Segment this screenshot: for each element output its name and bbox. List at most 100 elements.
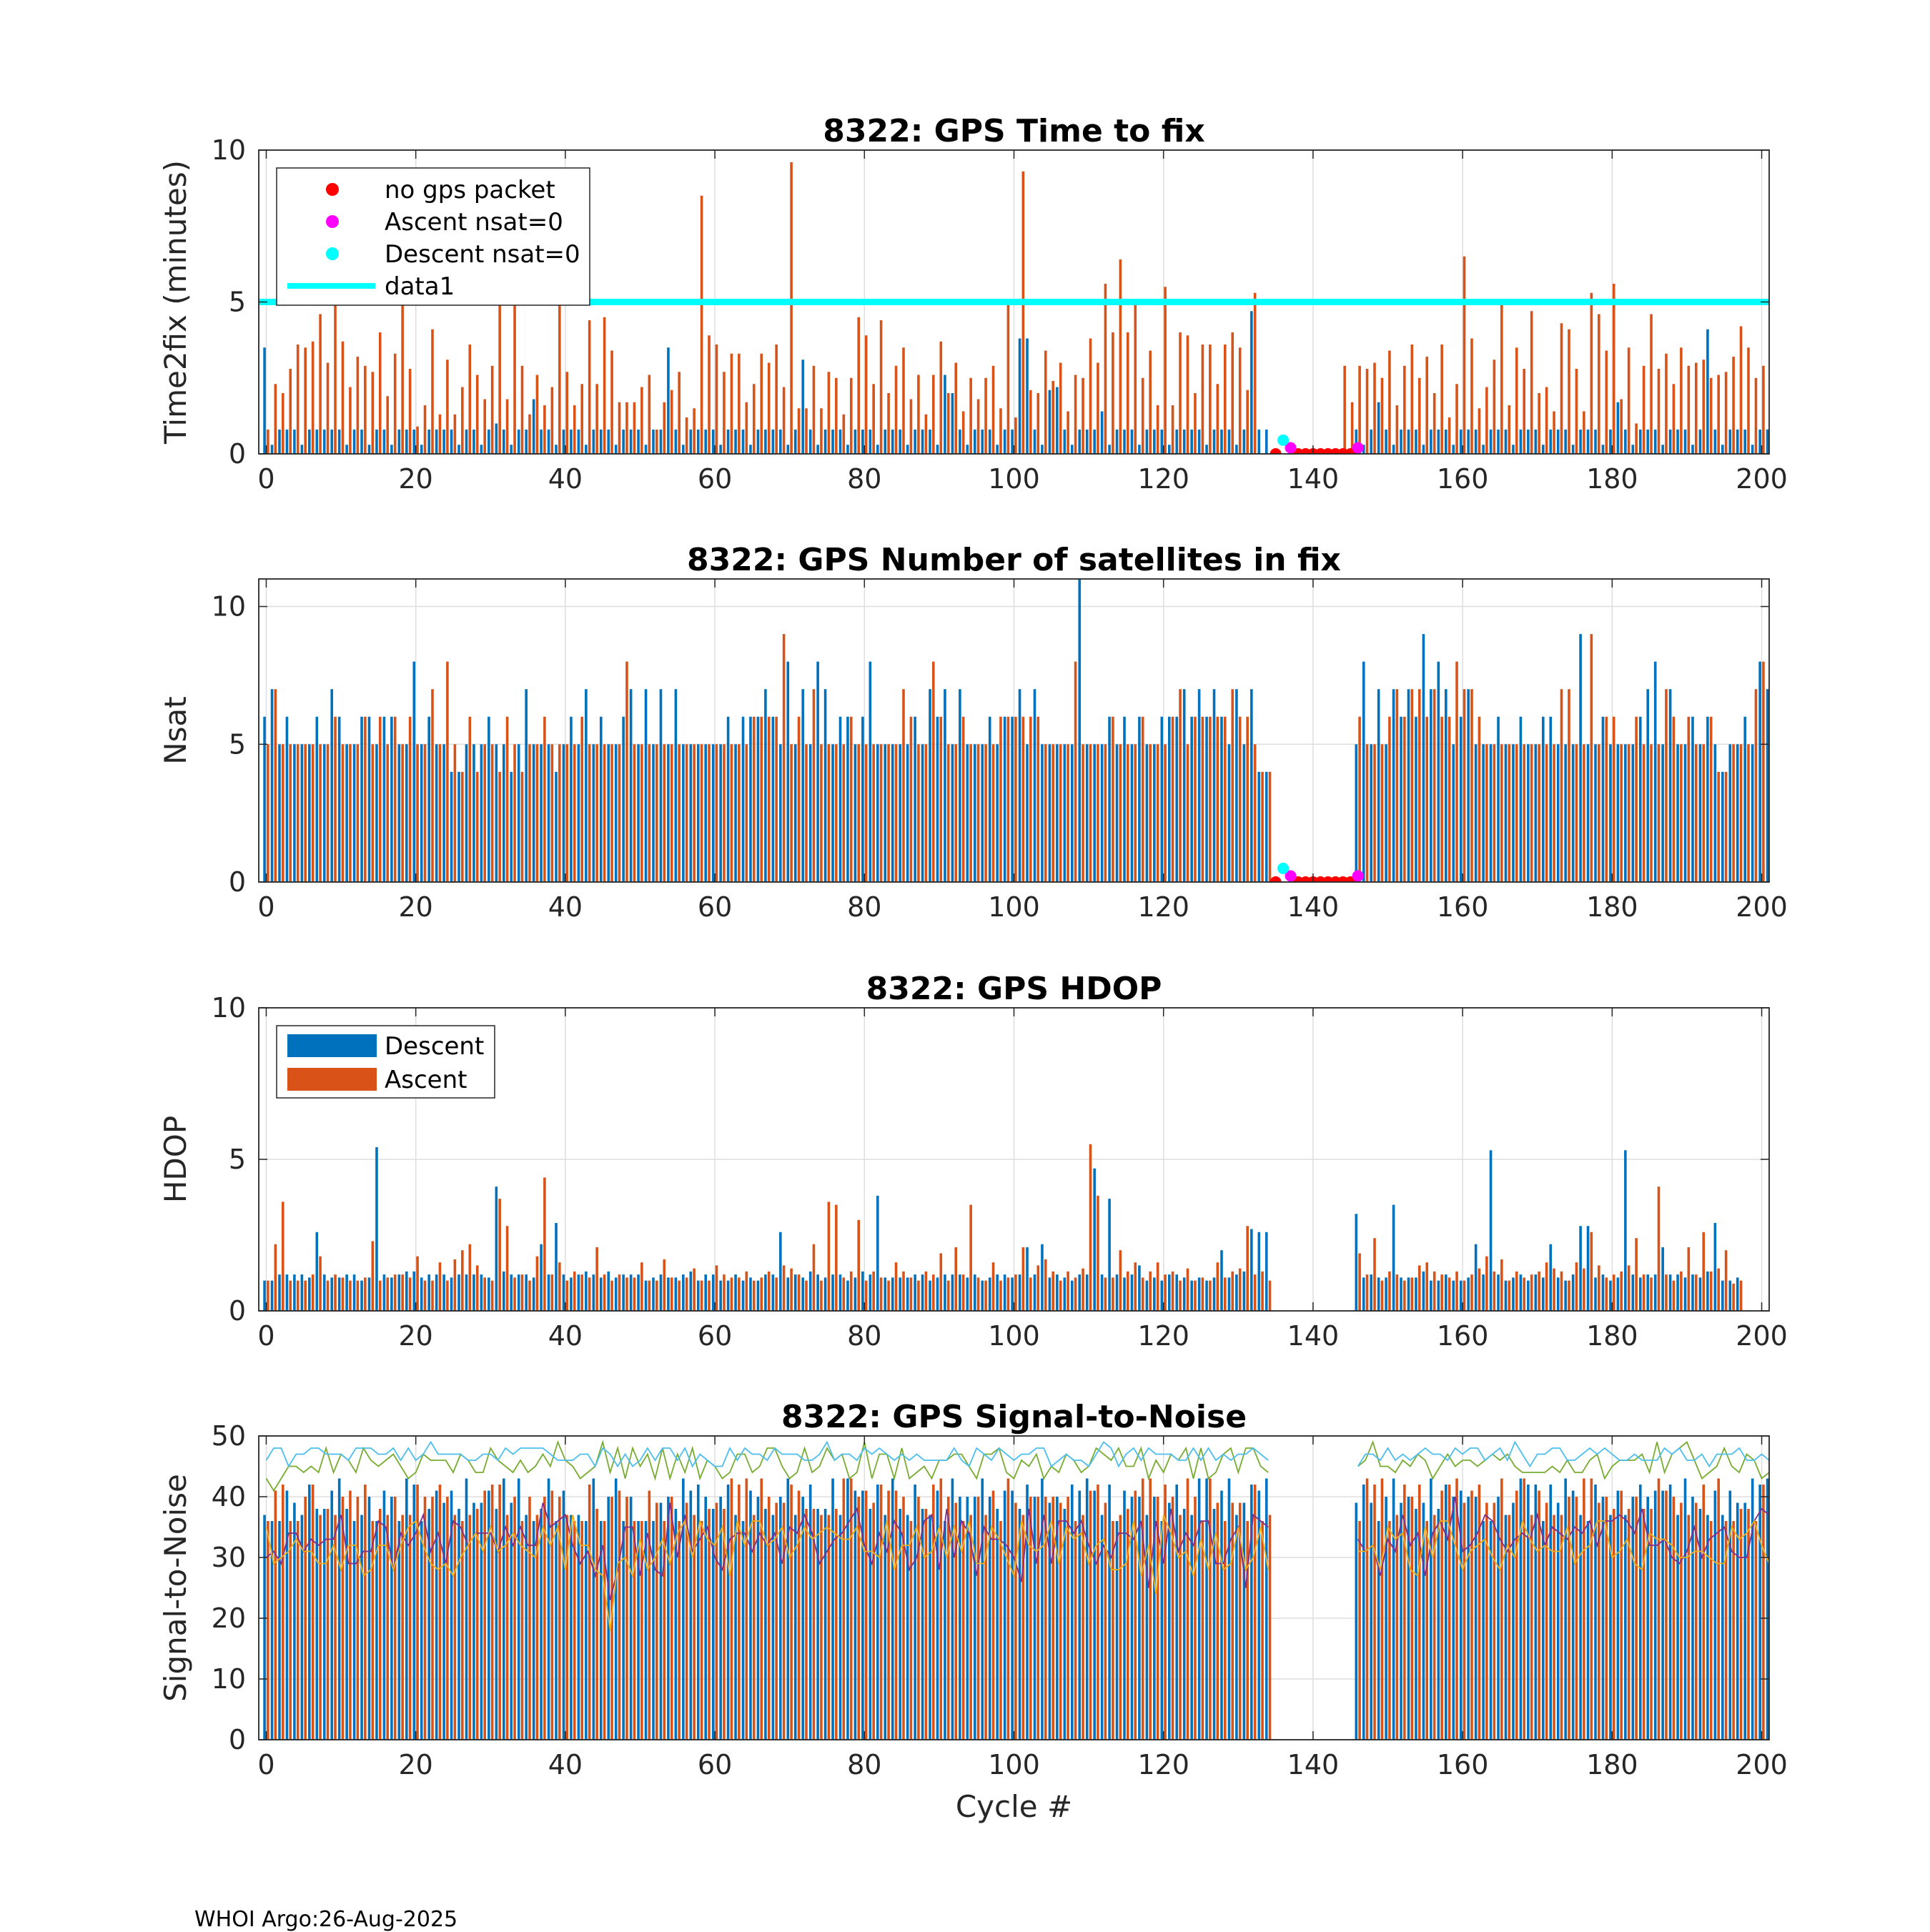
descent-bar — [382, 716, 386, 882]
descent-bar — [1003, 716, 1006, 882]
ascent-bar — [1605, 350, 1608, 454]
ascent-bar — [1403, 1485, 1406, 1740]
descent-bar — [420, 744, 423, 882]
descent-bar — [397, 744, 401, 882]
ascent-bar — [1568, 329, 1570, 454]
ascent-bar — [760, 1478, 763, 1740]
descent-bar — [607, 744, 610, 882]
descent-bar — [427, 716, 430, 882]
ascent-bar — [1156, 744, 1159, 882]
descent-bar — [1609, 1280, 1612, 1311]
descent-bar — [741, 716, 745, 882]
ascent-bar — [1268, 1515, 1272, 1740]
descent-bar — [278, 1274, 281, 1311]
y-tick-label: 50 — [212, 1420, 246, 1452]
ascent-bar — [976, 744, 980, 882]
descent-bar — [1422, 445, 1425, 454]
ascent-bar — [708, 744, 711, 882]
descent-bar — [1459, 430, 1463, 454]
ascent-bar — [1762, 1485, 1765, 1740]
descent-bar — [1041, 445, 1044, 454]
x-tick-label: 80 — [847, 463, 881, 495]
descent-bar — [689, 744, 693, 882]
descent-bar — [1668, 1485, 1672, 1740]
ascent-bar — [1164, 1485, 1167, 1740]
ascent-bar — [281, 1485, 284, 1740]
descent-bar — [1242, 744, 1246, 882]
descent-bar — [1691, 1274, 1694, 1311]
ascent-bar — [1620, 1271, 1623, 1311]
descent-bar — [405, 1271, 408, 1311]
ascent-bar — [782, 1265, 786, 1311]
descent-bar — [1220, 1490, 1223, 1740]
ascent-bar — [1074, 1521, 1077, 1740]
descent-bar — [1063, 1277, 1067, 1311]
ascent-bar — [999, 716, 1002, 882]
ascent-bar — [745, 744, 748, 882]
descent-bar — [929, 1515, 931, 1740]
descent-bar — [1205, 1280, 1208, 1311]
ascent-bar — [550, 744, 554, 882]
ascent-bar — [580, 716, 583, 882]
ascent-bar — [1538, 393, 1540, 454]
descent-bar — [1571, 1490, 1575, 1740]
ascent-bar — [490, 1280, 494, 1311]
ascent-bar — [917, 1497, 920, 1740]
descent-bar — [1085, 1478, 1089, 1740]
descent-bar — [1078, 579, 1082, 882]
descent-bar — [1527, 1280, 1530, 1311]
descent-bar — [1085, 1274, 1089, 1311]
descent-bar — [1661, 1490, 1664, 1740]
ascent-bar — [520, 1521, 524, 1740]
legend-swatch — [287, 1068, 377, 1091]
x-tick-label: 60 — [698, 891, 732, 923]
ascent-bar — [603, 317, 606, 454]
descent-bar — [397, 1274, 401, 1311]
descent-bar — [300, 1274, 304, 1311]
ascent-bar — [1598, 1265, 1600, 1311]
ascent-bar — [1508, 744, 1511, 882]
descent-bar — [1534, 1485, 1538, 1740]
ascent-bar — [917, 1280, 920, 1311]
ascent-bar — [573, 405, 576, 454]
descent-bar — [973, 744, 976, 882]
descent-bar — [1003, 1274, 1006, 1311]
ascent-bar — [1627, 744, 1630, 882]
descent-bar — [1242, 430, 1246, 454]
ascent-bar — [648, 1280, 651, 1311]
descent-bar — [1160, 716, 1164, 882]
descent-bar — [734, 1274, 737, 1311]
ascent-bar — [1014, 417, 1017, 454]
ascent-bar — [1665, 1274, 1668, 1311]
descent-bar — [322, 430, 326, 454]
ascent-bar — [446, 360, 449, 454]
descent-bar — [1624, 430, 1627, 454]
ascent-bar — [543, 1177, 546, 1311]
descent-bar — [1018, 689, 1021, 882]
descent-bar — [570, 1515, 573, 1740]
descent-bar — [1474, 1497, 1478, 1740]
ascent-bar — [1425, 357, 1429, 454]
descent-bar — [488, 716, 490, 882]
ascent-bar — [1089, 1144, 1092, 1311]
ascent-bar — [1657, 1478, 1661, 1740]
ascent-bar — [693, 1515, 696, 1740]
descent-bar — [1026, 744, 1029, 882]
descent-bar — [899, 1277, 901, 1311]
descent-bar — [1713, 744, 1717, 882]
ascent-bar — [1186, 335, 1189, 454]
descent-bar — [1661, 1247, 1664, 1311]
ascent-bar — [1164, 744, 1167, 882]
ascent-bar — [1568, 1280, 1570, 1311]
ascent-bar — [1201, 345, 1204, 454]
descent-bar — [532, 1521, 535, 1740]
descent-bar — [823, 1509, 827, 1740]
descent-bar — [1115, 1521, 1119, 1740]
descent-bar — [375, 430, 378, 454]
descent-bar — [696, 744, 700, 882]
ascent-bar — [857, 1497, 861, 1740]
ascent-bar — [670, 744, 673, 882]
ascent-bar — [887, 1490, 890, 1740]
ascent-bar — [655, 1280, 658, 1311]
ascent-bar — [894, 1262, 898, 1311]
